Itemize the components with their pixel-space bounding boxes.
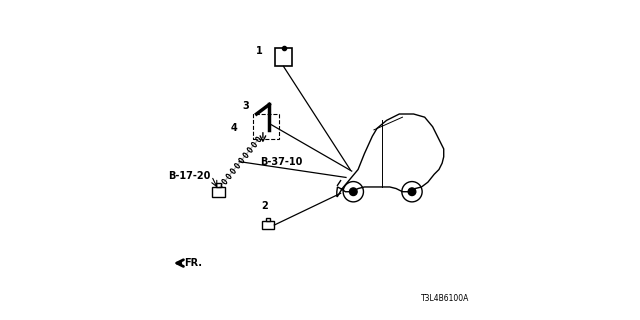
Bar (253, 114, 279, 140)
Polygon shape (337, 114, 444, 196)
Text: T3L4B6100A: T3L4B6100A (420, 294, 469, 303)
Bar (266, 218, 270, 221)
Bar (275, 48, 292, 66)
Text: 4: 4 (231, 123, 237, 133)
Circle shape (349, 188, 357, 196)
Text: 1: 1 (256, 46, 263, 56)
Text: 2: 2 (261, 201, 268, 211)
Text: B-37-10: B-37-10 (260, 156, 302, 167)
Circle shape (408, 188, 416, 196)
Text: 3: 3 (242, 101, 248, 111)
Text: FR.: FR. (184, 258, 202, 268)
Bar (211, 187, 225, 196)
Bar (216, 183, 221, 187)
Bar (262, 221, 274, 229)
Text: B-17-20: B-17-20 (168, 171, 211, 181)
